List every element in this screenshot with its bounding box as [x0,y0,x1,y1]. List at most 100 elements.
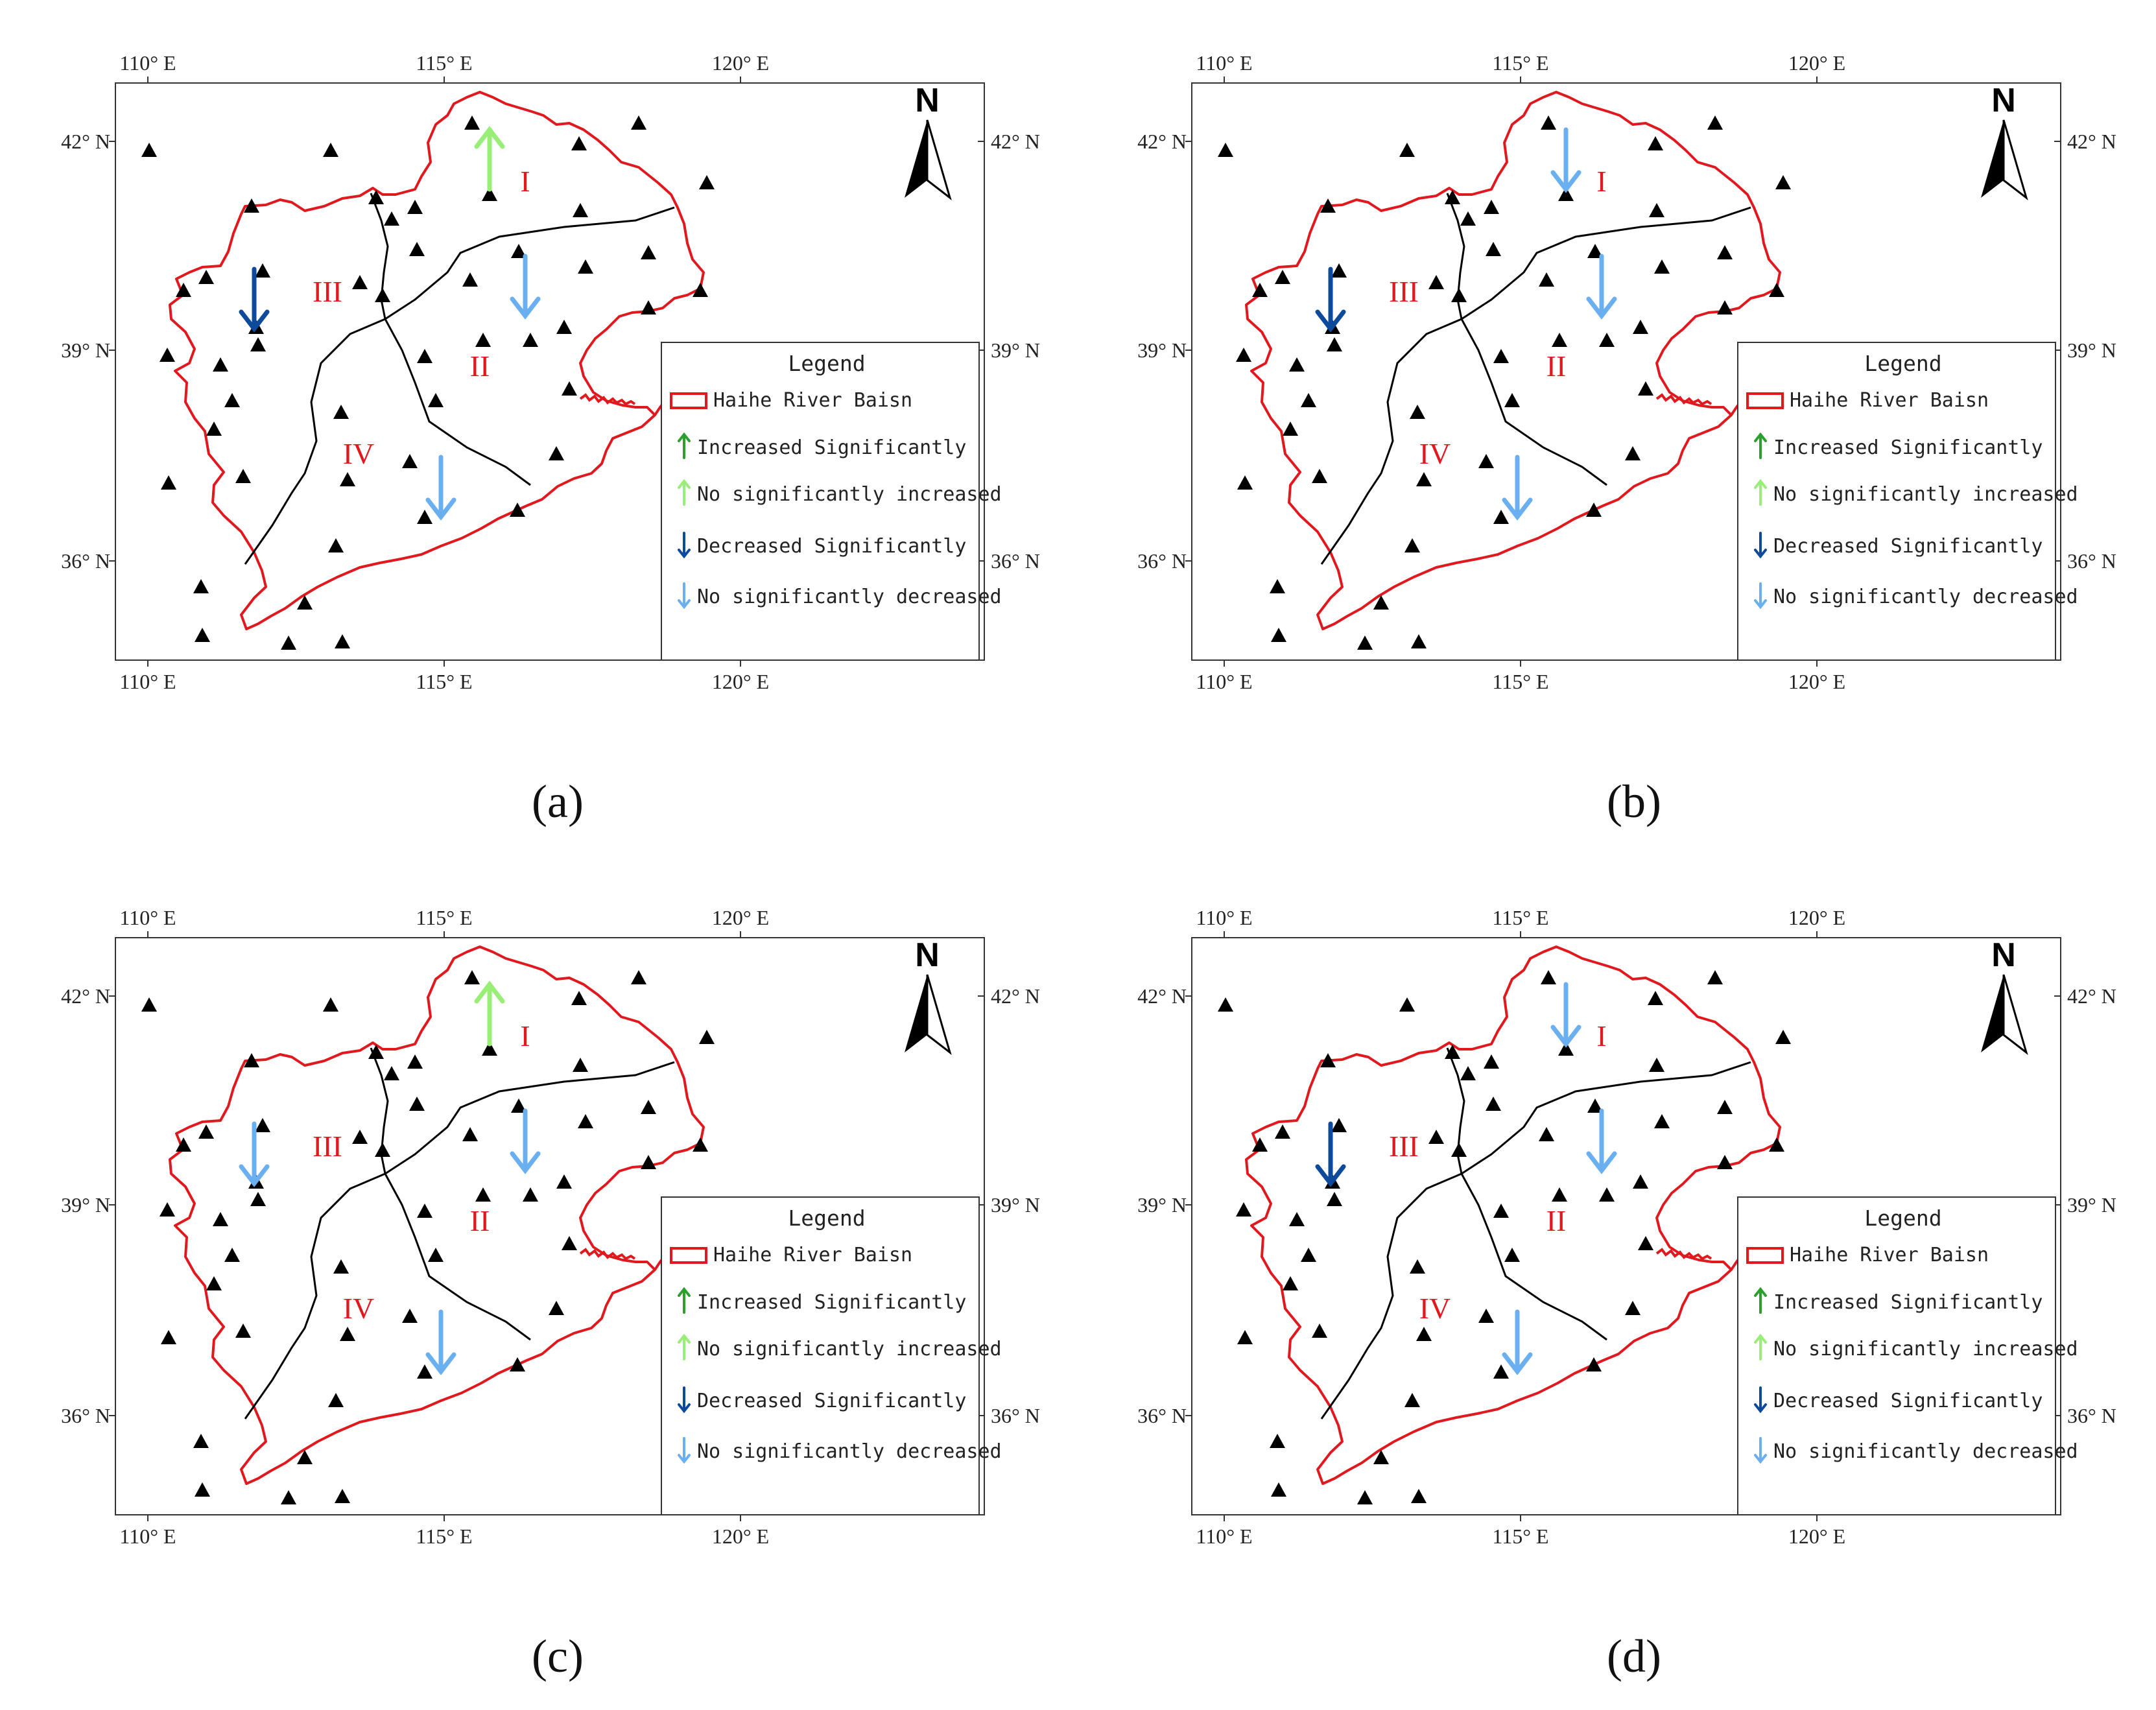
station-triangle-icon [1399,997,1415,1012]
station-triangle-icon [335,1489,350,1503]
region-label-iv: IV [1419,437,1451,470]
north-label: N [1991,82,2016,119]
station-triangle-icon [482,187,497,201]
legend-item: Haihe River Baisn [1746,1244,1989,1266]
arrow-down-icon [678,582,691,610]
station-triangle-icon [1373,1450,1389,1464]
legend-item: Haihe River Baisn [1746,389,1989,412]
station-triangle-icon [407,200,423,214]
station-triangle-icon [1493,1204,1509,1218]
station-triangle-icon [571,136,587,150]
arrow-down-icon [1754,1437,1767,1464]
boundary-line [1446,193,1465,320]
station-triangle-icon [1331,1118,1347,1132]
station-triangle-icon [1552,1187,1567,1202]
station-triangle-icon [693,1137,708,1152]
station-triangle-icon [141,997,157,1012]
station-triangle-icon [1445,1045,1460,1059]
map-frame: 110° E 110° E 115° E 115° E 120° E 120° E 42° … [1137,906,2116,1548]
station-triangle-icon [631,970,646,984]
station-triangle-icon [195,628,210,642]
legend-item-label: No significantly decreased [697,586,1002,608]
station-triangle-icon [482,1041,497,1056]
map-figure: 110° E 110° E 115° E 115° E 120° E 120° E 42° … [1137,51,2116,693]
station-triangle-icon [573,203,588,217]
station-triangle-icon [475,1187,491,1202]
arrow-down-icon [510,254,541,320]
station-triangle-icon [464,115,480,130]
station-triangle-icon [1586,503,1602,517]
legend-item: No significantly increased [678,1333,1002,1360]
lat-label-left: 36° N [1137,1404,1187,1427]
lon-label-bottom: 110° E [1196,1525,1252,1548]
coastline-detail [1655,393,1712,406]
station-triangle-icon [1270,579,1285,593]
arrow-down-icon [678,1437,691,1464]
station-triangle-icon [1649,203,1664,217]
lon-label-top: 110° E [1196,51,1252,75]
station-triangle-icon [1638,381,1653,396]
station-triangle-icon [1283,1276,1298,1290]
region-label-i: I [520,1019,530,1052]
station-triangle-icon [1478,1309,1494,1323]
station-triangle-icon [1327,1192,1342,1206]
legend-title: Legend [788,351,865,376]
station-triangle-icon [333,1259,349,1274]
boundary-line [370,1047,389,1174]
lon-label-top: 120° E [712,906,769,929]
station-triangle-icon [573,1058,588,1072]
station-triangle-icon [213,357,228,372]
station-triangle-icon [161,475,176,490]
basin-outline-swatch [670,1247,707,1264]
subbasin-boundaries [1320,193,1751,565]
station-triangle-icon [402,454,418,468]
station-triangle-icon [1289,357,1305,372]
legend-item-label: Haihe River Baisn [713,389,912,412]
station-triangle-icon [1633,1174,1648,1189]
station-triangle-icon [384,211,399,226]
legend-item-label: Increased Significantly [1773,1291,2043,1314]
region-label-ii: II [1546,1204,1567,1237]
station-triangle-icon [1539,272,1554,287]
lon-label-top: 115° E [416,51,472,75]
arrow-down-icon [1550,127,1581,193]
station-triangle-icon [1404,1393,1420,1407]
coastline-detail [579,1248,636,1261]
station-triangle-icon [1539,1127,1554,1141]
station-triangle-icon [1648,991,1663,1005]
station-triangle-icon [1373,595,1389,610]
station-triangle-icon [1451,288,1467,302]
legend-item-label: Haihe River Baisn [713,1244,912,1266]
region-label-i: I [1596,1019,1606,1052]
station-triangle-icon [475,333,491,347]
station-triangle-icon [1638,1236,1653,1250]
station-triangle-icon [1707,970,1723,984]
boundary-line [244,1172,386,1419]
station-triangle-icon [1271,1482,1286,1497]
station-triangle-icon [578,259,593,274]
station-triangle-icon [368,190,384,204]
arrow-up-icon [1754,1333,1767,1360]
arrow-down-icon [678,1386,691,1414]
legend-item-label: No significantly increased [697,1338,1002,1360]
lat-label-left: 42° N [1137,130,1187,153]
legend-item: Decreased Significantly [678,1386,966,1414]
station-triangle-icon [464,970,480,984]
station-triangle-icon [1411,1489,1427,1503]
subbasin-boundaries [244,1047,675,1419]
station-triangle-icon [549,1301,564,1315]
station-triangle-icon [1428,1130,1444,1144]
station-triangle-icon [631,115,646,130]
station-triangle-icon [1252,283,1268,297]
station-triangle-icon [428,1248,444,1262]
arrow-down-icon [239,267,270,333]
station-triangle-icon [1399,143,1415,157]
station-triangle-icon [1648,136,1663,150]
lon-label-top: 120° E [1788,906,1845,929]
station-triangle-icon [213,1212,228,1226]
station-triangle-icon [407,1054,423,1069]
station-triangle-icon [1625,1301,1641,1315]
station-triangle-icon [1599,333,1615,347]
station-triangle-icon [281,635,296,650]
station-triangle-icon [1237,475,1253,490]
